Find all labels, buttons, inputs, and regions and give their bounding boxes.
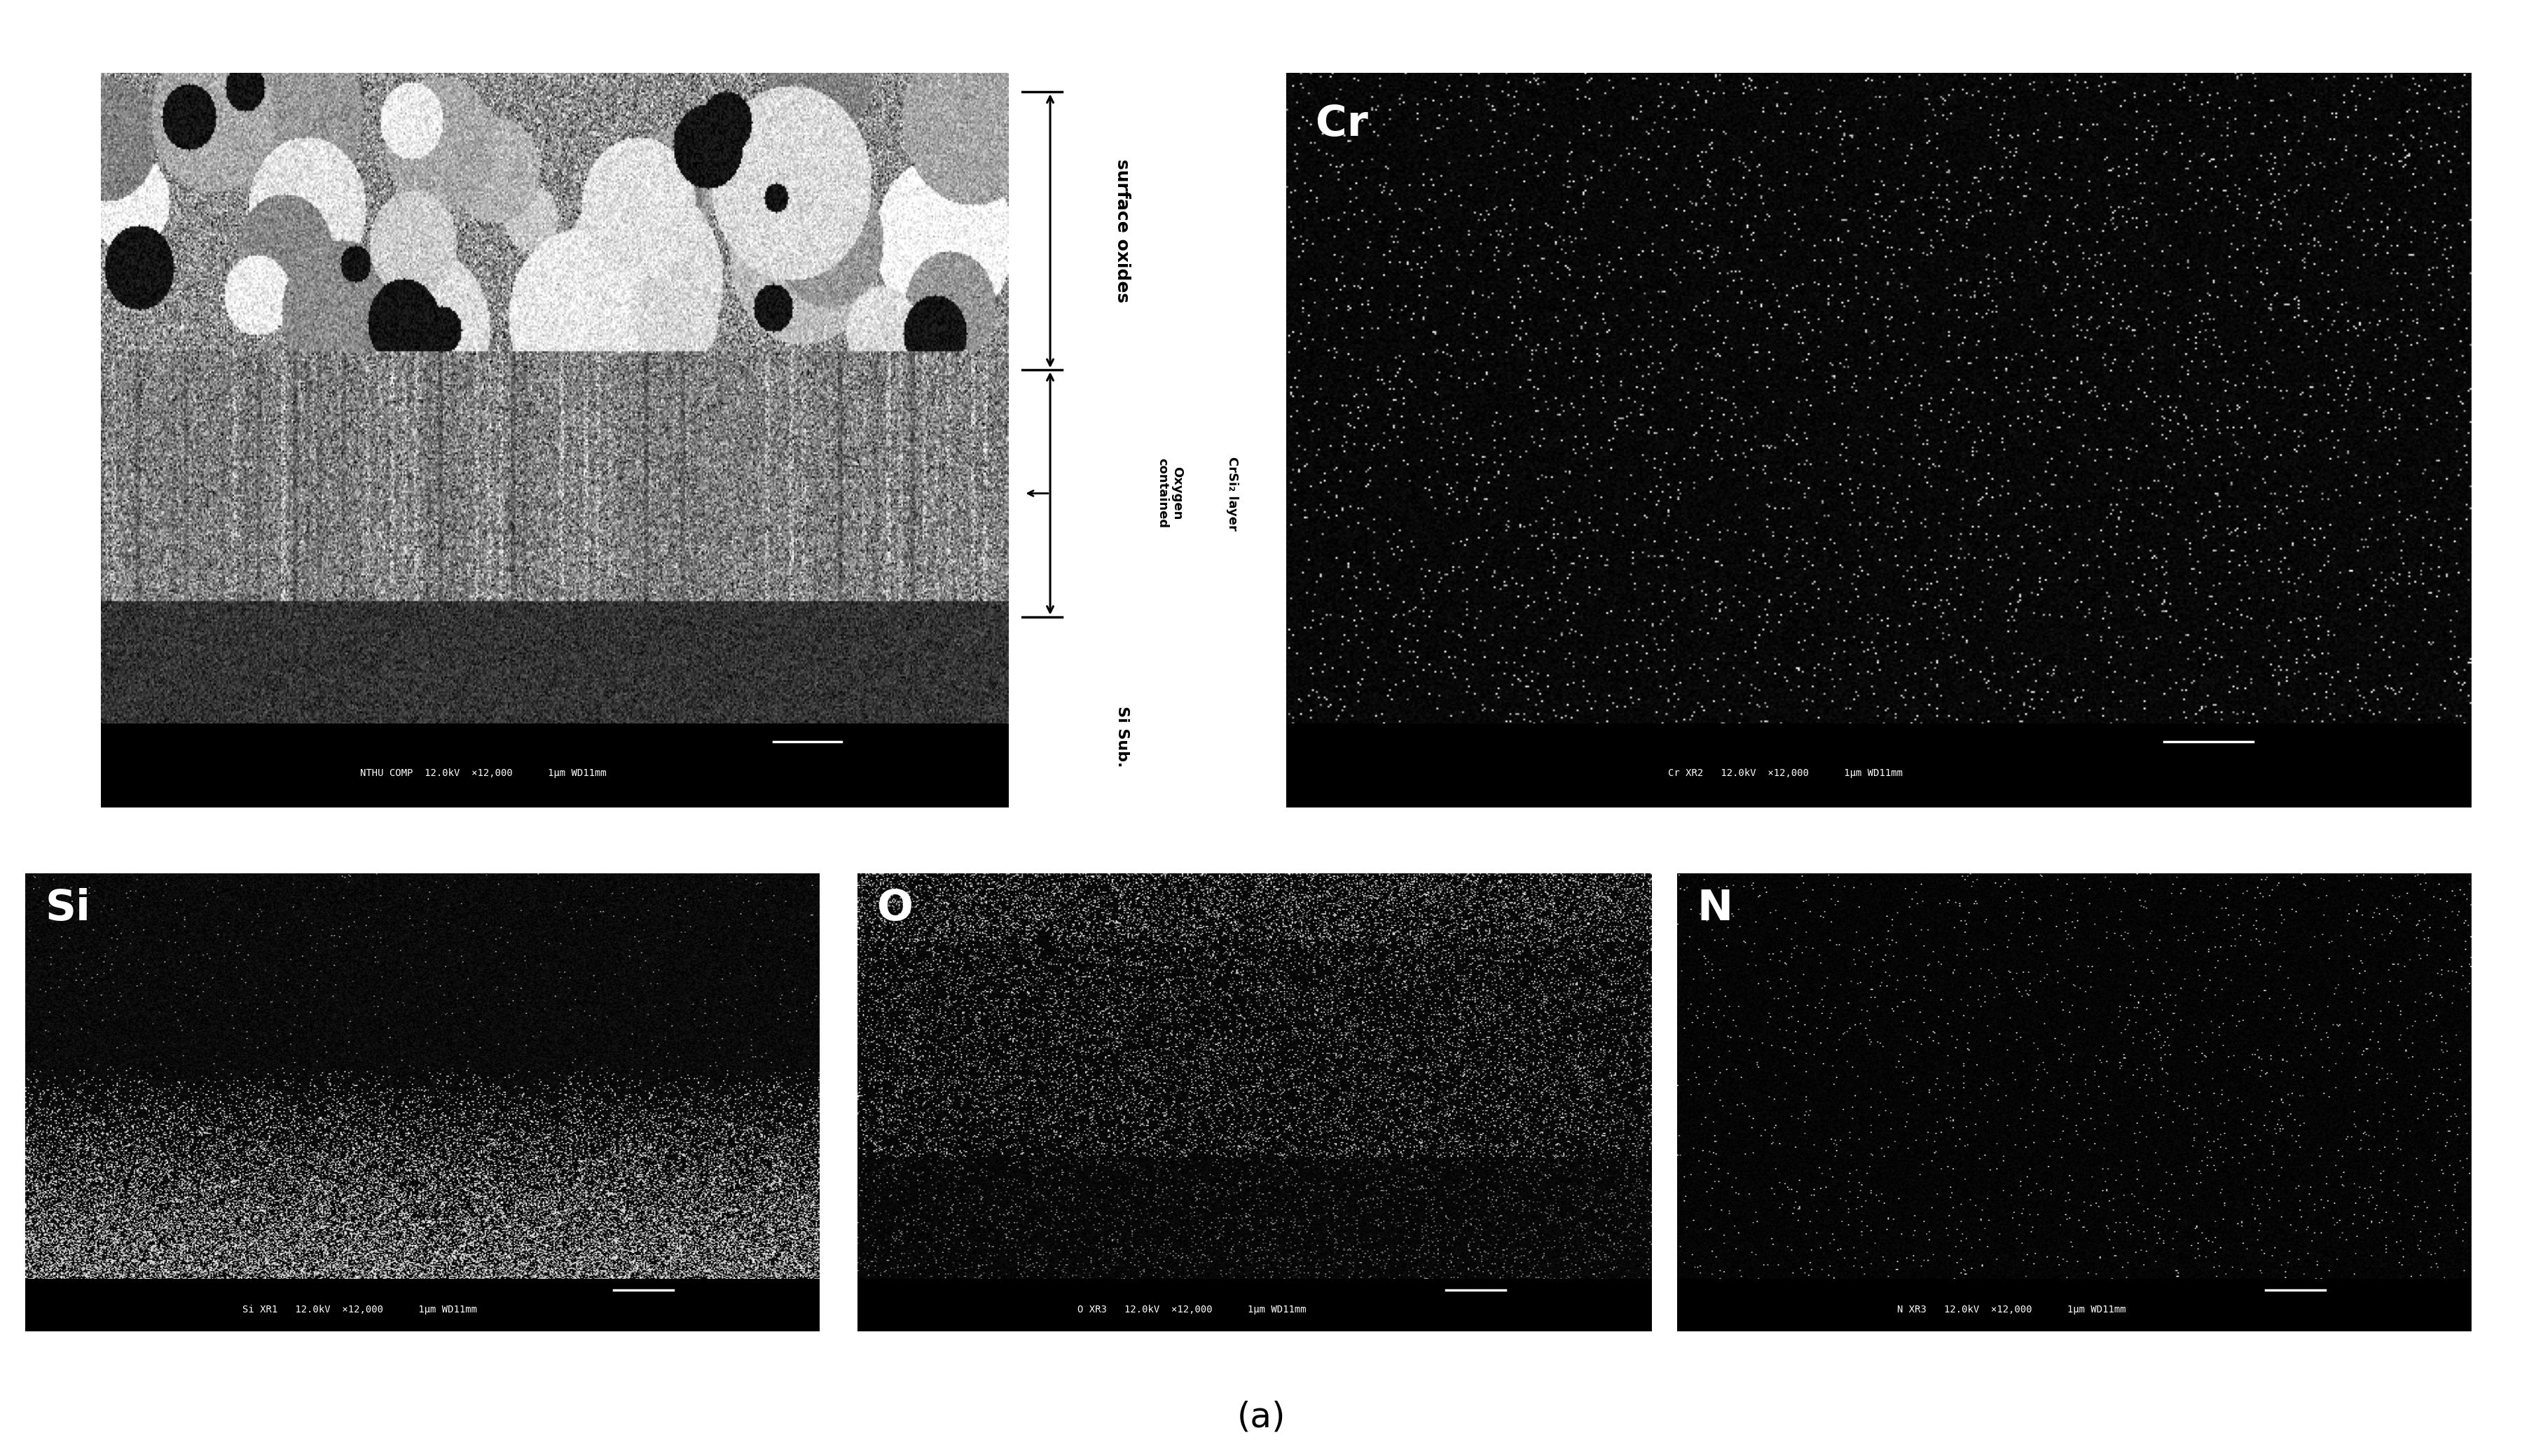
Text: O XR3   12.0kV  ×12,000      1μm WD11mm: O XR3 12.0kV ×12,000 1μm WD11mm	[1077, 1305, 1306, 1315]
Text: CrSi₂ layer: CrSi₂ layer	[1226, 456, 1238, 530]
Text: N XR3   12.0kV  ×12,000      1μm WD11mm: N XR3 12.0kV ×12,000 1μm WD11mm	[1897, 1305, 2126, 1315]
Bar	[1677, 1278, 2472, 1331]
Text: O: O	[878, 888, 913, 929]
Text: Oxygen
contained: Oxygen contained	[1158, 459, 1183, 529]
Text: Si: Si	[45, 888, 91, 929]
Bar	[1286, 724, 2472, 808]
Text: NTHU COMP  12.0kV  ×12,000      1μm WD11mm: NTHU COMP 12.0kV ×12,000 1μm WD11mm	[361, 769, 605, 778]
Bar	[101, 724, 1009, 808]
Bar	[857, 1278, 1652, 1331]
Text: Si Sub.: Si Sub.	[1115, 706, 1130, 767]
Text: Cr XR2   12.0kV  ×12,000      1μm WD11mm: Cr XR2 12.0kV ×12,000 1μm WD11mm	[1667, 769, 1902, 778]
Text: Cr: Cr	[1316, 103, 1369, 146]
Text: N: N	[1697, 888, 1733, 929]
Text: surface oxides: surface oxides	[1115, 159, 1130, 303]
Text: (a): (a)	[1236, 1401, 1286, 1434]
Bar	[25, 1278, 820, 1331]
Text: Si XR1   12.0kV  ×12,000      1μm WD11mm: Si XR1 12.0kV ×12,000 1μm WD11mm	[242, 1305, 477, 1315]
